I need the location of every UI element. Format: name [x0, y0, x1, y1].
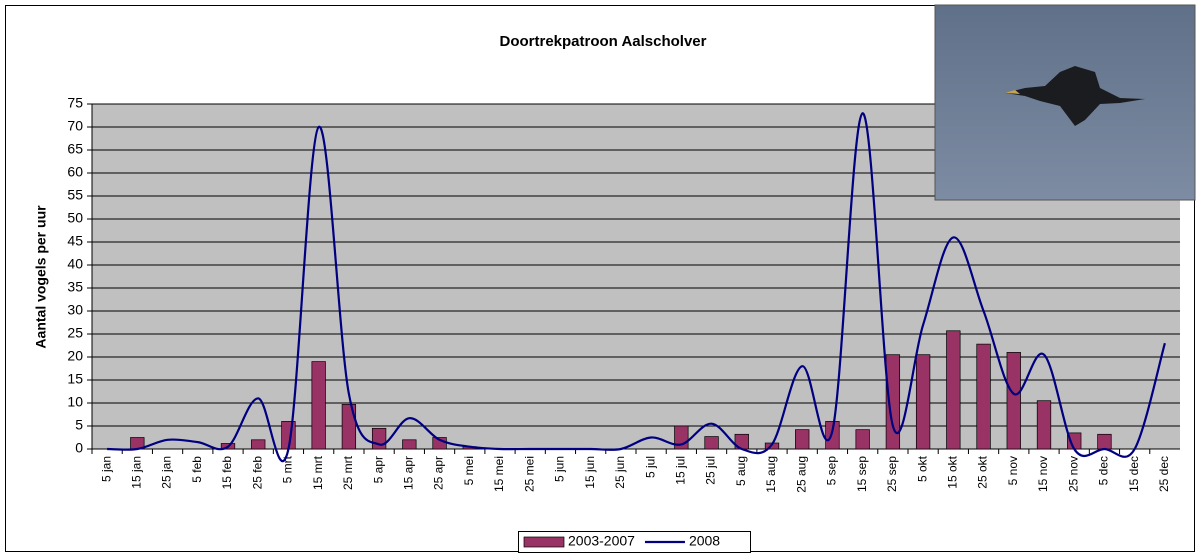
- x-tick-label: 25 aug: [794, 456, 808, 493]
- x-tick-label: 5 feb: [190, 456, 204, 483]
- legend-label: 2008: [689, 533, 720, 549]
- x-tick-label: 25 okt: [976, 455, 990, 488]
- bar: [705, 437, 719, 449]
- y-tick-label: 40: [67, 256, 83, 272]
- y-tick-label: 25: [67, 325, 83, 341]
- bar: [312, 362, 326, 449]
- y-axis-label: Aantal vogels per uur: [33, 205, 49, 349]
- bar: [251, 440, 265, 449]
- x-tick-label: 15 dec: [1127, 456, 1141, 492]
- x-tick-label: 15 nov: [1036, 456, 1050, 492]
- x-tick-label: 5 mei: [462, 456, 476, 485]
- y-tick-label: 20: [67, 348, 83, 364]
- y-tick-label: 35: [67, 279, 83, 295]
- x-tick-label: 5 okt: [915, 455, 929, 482]
- bar: [372, 428, 386, 449]
- chart: Doortrekpatroon Aalscholver Aantal vogel…: [0, 0, 1198, 555]
- legend-label: 2003-2007: [568, 533, 635, 549]
- page: {"chart_data": {"type": "bar-line", "tit…: [0, 0, 1198, 555]
- x-tick-label: 15 jul: [674, 456, 688, 485]
- x-tick-label: 15 mrt: [311, 455, 325, 490]
- legend: 2003-2007 2008: [519, 532, 751, 553]
- y-tick-label: 70: [67, 118, 83, 134]
- x-tick-label: 25 sep: [885, 456, 899, 492]
- bar: [1098, 434, 1112, 449]
- x-tick-label: 25 mrt: [341, 455, 355, 490]
- bar: [977, 344, 991, 449]
- y-tick-label: 30: [67, 302, 83, 318]
- x-tick-label: 15 aug: [764, 456, 778, 493]
- x-tick-label: 25 jul: [704, 456, 718, 485]
- legend-swatch: [524, 537, 564, 547]
- x-tick-label: 25 dec: [1157, 456, 1171, 492]
- photo: [935, 5, 1195, 200]
- x-tick-label: 25 apr: [432, 456, 446, 490]
- y-tick-label: 45: [67, 233, 83, 249]
- x-tick-label: 25 jan: [160, 456, 174, 489]
- bar: [856, 430, 870, 449]
- x-tick-label: 5 jun: [553, 456, 567, 482]
- x-tick-label: 15 feb: [220, 456, 234, 490]
- x-tick-label: 5 nov: [1006, 456, 1020, 485]
- x-tick-label: 15 jan: [130, 456, 144, 489]
- x-tick-label: 5 apr: [371, 456, 385, 483]
- y-tick-label: 0: [75, 440, 83, 456]
- x-tick-label: 25 nov: [1066, 456, 1080, 492]
- x-tick-label: 5 mrt: [281, 455, 295, 483]
- bar: [403, 440, 417, 449]
- bar: [947, 331, 961, 449]
- bar: [1007, 352, 1021, 449]
- y-tick-label: 50: [67, 210, 83, 226]
- x-tick-label: 15 okt: [946, 455, 960, 488]
- bar: [795, 430, 809, 449]
- x-tick-label: 5 jul: [643, 456, 657, 478]
- bar: [1037, 401, 1051, 449]
- x-tick-label: 25 mei: [522, 456, 536, 492]
- y-tick-label: 75: [67, 95, 83, 111]
- x-tick-label: 5 aug: [734, 456, 748, 486]
- y-tick-label: 55: [67, 187, 83, 203]
- y-tick-label: 65: [67, 141, 83, 157]
- chart-title: Doortrekpatroon Aalscholver: [500, 33, 707, 50]
- x-tick-label: 5 dec: [1097, 456, 1111, 485]
- x-tick-label: 5 jan: [99, 456, 113, 482]
- x-tick-label: 5 sep: [825, 456, 839, 486]
- y-tick-label: 5: [75, 417, 83, 433]
- y-tick-label: 15: [67, 371, 83, 387]
- x-tick-label: 25 feb: [250, 456, 264, 490]
- y-tick-label: 10: [67, 394, 83, 410]
- x-tick-label: 15 jun: [583, 456, 597, 489]
- x-tick-label: 25 jun: [613, 456, 627, 489]
- x-tick-label: 15 apr: [402, 456, 416, 490]
- x-tick-label: 15 mei: [492, 456, 506, 492]
- bar: [916, 355, 930, 449]
- x-tick-label: 15 sep: [855, 456, 869, 492]
- y-tick-label: 60: [67, 164, 83, 180]
